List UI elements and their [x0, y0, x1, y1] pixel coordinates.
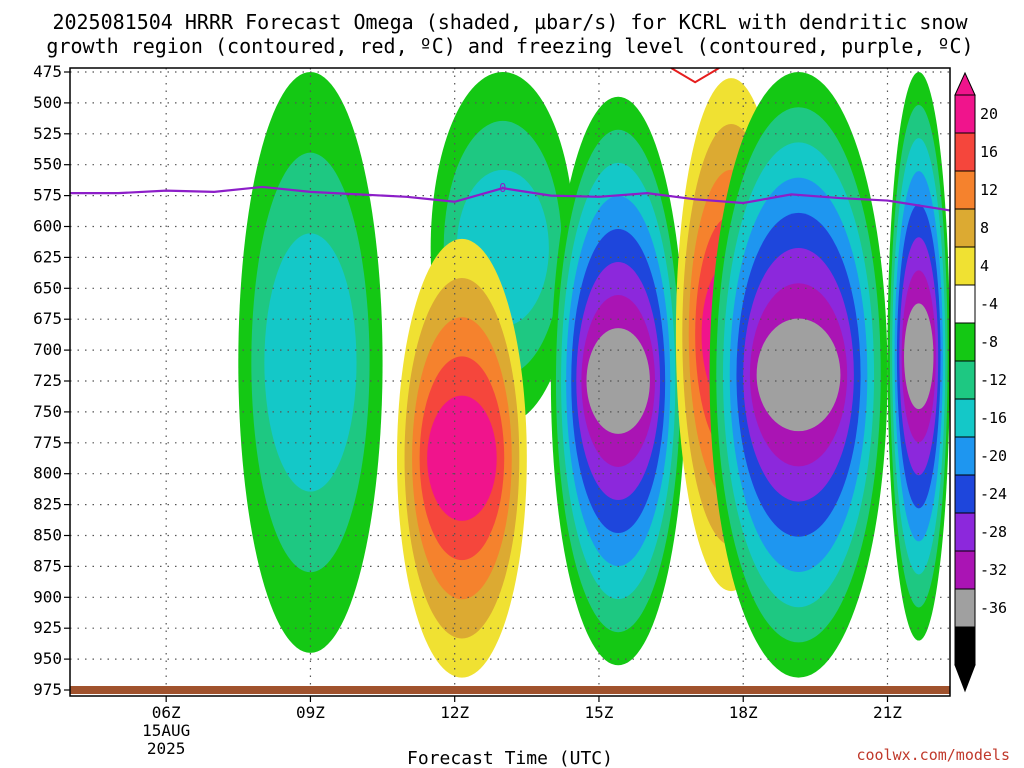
y-tick-label: 625 [33, 247, 62, 266]
omega-region-0-level-2 [264, 233, 357, 492]
colorbar-box [954, 246, 976, 286]
y-tick-label: 475 [33, 62, 62, 81]
colorbar-box [954, 360, 976, 400]
omega-shading [238, 72, 950, 678]
colorbar-box [954, 284, 976, 324]
y-tick-label: 700 [33, 340, 62, 359]
colorbar-top-arrow [954, 71, 976, 96]
colorbar-label: 12 [980, 181, 998, 199]
y-tick-label: 975 [33, 680, 62, 699]
omega-region-2-level-4 [427, 395, 497, 521]
y-tick-label: 900 [33, 587, 62, 606]
colorbar-label: 20 [980, 105, 998, 123]
y-tick-label: 875 [33, 556, 62, 575]
colorbar-label: 4 [980, 257, 989, 275]
colorbar-label: -4 [980, 295, 998, 313]
y-tick-label: 550 [33, 155, 62, 174]
colorbar-box [954, 322, 976, 362]
colorbar-box [954, 512, 976, 552]
x-tick-label: 21Z [873, 703, 902, 722]
y-axis: 475 500 525 550 575 600 625 650 675 700 725 750 775 8… [33, 62, 70, 699]
colorbar-label: 8 [980, 219, 989, 237]
colorbar-bottom-arrow [954, 664, 976, 693]
y-tick-label: 500 [33, 93, 62, 112]
freezing-level-contour: 0 [70, 181, 950, 212]
colorbar-label: -32 [980, 561, 1007, 579]
colorbar-label: -12 [980, 371, 1007, 389]
freezing-level-line [70, 185, 950, 212]
x-date-label: 15AUG [142, 721, 190, 740]
colorbar-box [954, 170, 976, 210]
colorbar-box [954, 436, 976, 476]
x-tick-label: 09Z [296, 703, 325, 722]
y-tick-label: 650 [33, 278, 62, 297]
colorbar-box [954, 588, 976, 628]
y-tick-label: 825 [33, 495, 62, 514]
y-tick-label: 575 [33, 186, 62, 205]
y-tick-label: 925 [33, 618, 62, 637]
y-tick-label: 600 [33, 217, 62, 236]
x-tick-label: 15Z [585, 703, 614, 722]
credit-text: coolwx.com/models [856, 746, 1010, 764]
colorbar-box [954, 132, 976, 172]
omega-region-6-level-7 [904, 303, 934, 410]
colorbar-label: -8 [980, 333, 998, 351]
colorbar-box [954, 550, 976, 590]
colorbar-label: -24 [980, 485, 1007, 503]
x-year-label: 2025 [147, 739, 186, 758]
plot-frame [69, 67, 951, 697]
y-tick-label: 725 [33, 371, 62, 390]
x-tick-label: 06Z [152, 703, 181, 722]
colorbar-box [954, 208, 976, 248]
colorbar-box [954, 94, 976, 134]
omega-region-5-level-7 [756, 318, 841, 432]
x-tick-label: 18Z [729, 703, 758, 722]
y-tick-label: 750 [33, 402, 62, 421]
y-tick-label: 950 [33, 649, 62, 668]
y-tick-label: 775 [33, 433, 62, 452]
colorbar-label: -16 [980, 409, 1007, 427]
colorbar-label: -20 [980, 447, 1007, 465]
ground-band [70, 686, 950, 694]
chart-title-line-2: growth region (contoured, red, ºC) and f… [46, 34, 973, 58]
colorbar-box [954, 398, 976, 438]
colorbar-label: -36 [980, 599, 1007, 617]
dendritic-growth-contour [670, 68, 720, 84]
x-tick-label: 12Z [440, 703, 469, 722]
y-tick-label: 525 [33, 124, 62, 143]
colorbar-label: -28 [980, 523, 1007, 541]
colorbar-box [954, 626, 976, 666]
colorbar: 20 16 12 8 4 -4 -8 -12 -16 -20 -24 -28 -32 -36 [954, 71, 1007, 693]
dgz-contour-0 [670, 68, 720, 84]
x-axis-label: Forecast Time (UTC) [407, 748, 613, 768]
colorbar-box [954, 474, 976, 514]
freezing-level-label: 0 [499, 181, 506, 195]
colorbar-label: 16 [980, 143, 998, 161]
y-tick-label: 675 [33, 309, 62, 328]
chart-title-line-1: 2025081504 HRRR Forecast Omega (shaded, … [52, 10, 968, 34]
y-tick-label: 800 [33, 464, 62, 483]
y-tick-label: 850 [33, 526, 62, 545]
